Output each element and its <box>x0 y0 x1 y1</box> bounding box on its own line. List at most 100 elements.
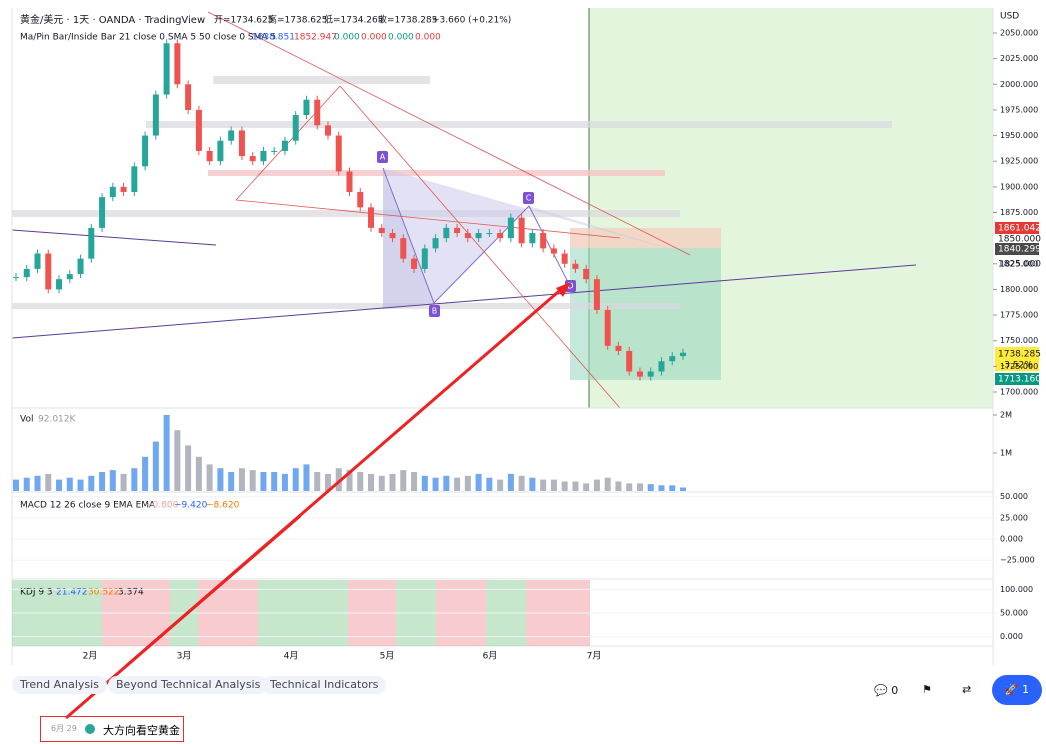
arrow-head <box>556 282 571 297</box>
candle <box>324 125 331 136</box>
volume-bar <box>669 485 676 491</box>
volume-bar <box>77 479 84 491</box>
volume-bar <box>292 468 299 491</box>
volume-bar <box>34 475 41 491</box>
volume-bar <box>109 470 116 491</box>
volume-bar <box>120 473 127 491</box>
volume-bar <box>507 473 514 491</box>
candle <box>486 233 493 235</box>
candle <box>615 345 622 351</box>
candle <box>636 371 643 377</box>
volume-bar <box>66 477 73 491</box>
overlays <box>11 8 993 409</box>
idea-title: 大方向看空黄金 <box>103 724 180 737</box>
candle <box>454 227 461 234</box>
candle <box>77 258 84 275</box>
candle <box>23 268 30 278</box>
high: 高=1738.625 <box>268 14 328 26</box>
volume-bar <box>443 475 450 491</box>
share[interactable]: ⇄ <box>962 683 972 696</box>
macd-value: −0.800 <box>145 501 179 511</box>
idea-card[interactable]: 6月 29 大方向看空黄金 <box>40 716 184 742</box>
candle <box>292 115 299 141</box>
y-tick-label: 2025.000 <box>1000 54 1038 63</box>
volume-bar <box>174 430 181 491</box>
x-tick-label: 5月 <box>380 651 395 662</box>
candle <box>99 197 106 228</box>
volume-bar <box>314 472 321 491</box>
volume-bar <box>206 464 213 491</box>
volume-bar <box>497 479 504 491</box>
y-tick-label: 2000.000 <box>1000 80 1038 89</box>
vol-label: Vol <box>20 415 33 425</box>
indicator-value: 1852.947 <box>294 33 337 43</box>
open: 开=1734.625 <box>214 15 274 26</box>
candle <box>572 263 579 269</box>
x-tick-label: 2月 <box>83 651 98 662</box>
volume-bar <box>550 479 557 491</box>
volume-bar <box>13 479 19 491</box>
comments[interactable]: 💬 0 <box>874 684 899 697</box>
change: +3.660 (+0.21%) <box>432 16 511 26</box>
candle <box>658 361 665 372</box>
candle <box>66 274 73 280</box>
price-badge: 1861.042 <box>998 224 1041 234</box>
candle <box>109 186 116 198</box>
volume-bar <box>324 473 331 491</box>
indicator-value: 0.000 <box>415 33 441 43</box>
macd-label: MACD 12 26 close 9 EMA EMA <box>20 501 156 511</box>
volume-bar <box>400 470 407 491</box>
volume-bar <box>23 477 30 491</box>
y-tick-label: 1900.000 <box>1000 182 1038 191</box>
y-tick-label: 1700.000 <box>1000 388 1038 397</box>
volume-bar <box>228 472 235 491</box>
candle <box>475 233 482 239</box>
indicator-name: Ma/Pin Bar/Inside Bar 21 close 0 SMA 5 5… <box>20 33 276 43</box>
boost-count: 1 <box>1022 683 1030 696</box>
kdj-label: KDJ 9 3 <box>20 588 53 598</box>
volume-bar <box>142 456 149 491</box>
y-tick-label: 2050.000 <box>1000 29 1038 38</box>
volume-bar <box>45 473 52 491</box>
volume-bar <box>658 485 665 491</box>
price-badge: 1840.299 <box>998 245 1041 255</box>
volume-bar <box>131 468 138 491</box>
tag[interactable]: Trend Analysis <box>12 676 107 694</box>
volume-bar <box>335 468 342 491</box>
candle <box>411 258 418 269</box>
volume-bar <box>346 470 353 491</box>
volume-bar <box>281 473 288 491</box>
boost-button[interactable]: 🚀 1 <box>992 675 1042 705</box>
macd-value: −8.620 <box>206 501 240 511</box>
candle <box>647 371 654 377</box>
volume-bar <box>88 475 95 491</box>
currency: USD <box>1000 12 1019 22</box>
volume-bar <box>540 479 547 491</box>
marks: 2050.000 2025.000 2000.000 1975.000 1950.000… <box>12 29 1038 662</box>
tag[interactable]: Technical Indicators <box>262 676 387 694</box>
y-tick-label: 1825.000 <box>1000 259 1038 268</box>
y-tick-label: −25.000 <box>1000 556 1035 565</box>
volume-bar <box>185 445 192 491</box>
candle <box>346 171 353 192</box>
tag[interactable]: Beyond Technical Analysis <box>108 676 269 694</box>
volume-bar <box>680 487 686 491</box>
volume-bar <box>647 484 654 491</box>
volume-bar <box>421 475 428 491</box>
candle <box>389 233 396 239</box>
candle <box>13 277 19 279</box>
y-tick-label: 1875.000 <box>1000 208 1038 217</box>
candle <box>368 207 375 228</box>
candle <box>680 352 686 357</box>
y-tick-label: 1750.000 <box>1000 336 1038 345</box>
volume-bar <box>303 464 310 491</box>
candle <box>507 217 514 239</box>
volume-bar <box>464 475 471 491</box>
date: 6月 29 <box>51 724 77 733</box>
candle <box>583 268 590 280</box>
x-tick-label: 4月 <box>284 651 299 662</box>
flag[interactable]: ⚑ <box>922 683 932 696</box>
volume-bar <box>56 479 63 491</box>
candle <box>540 233 547 249</box>
